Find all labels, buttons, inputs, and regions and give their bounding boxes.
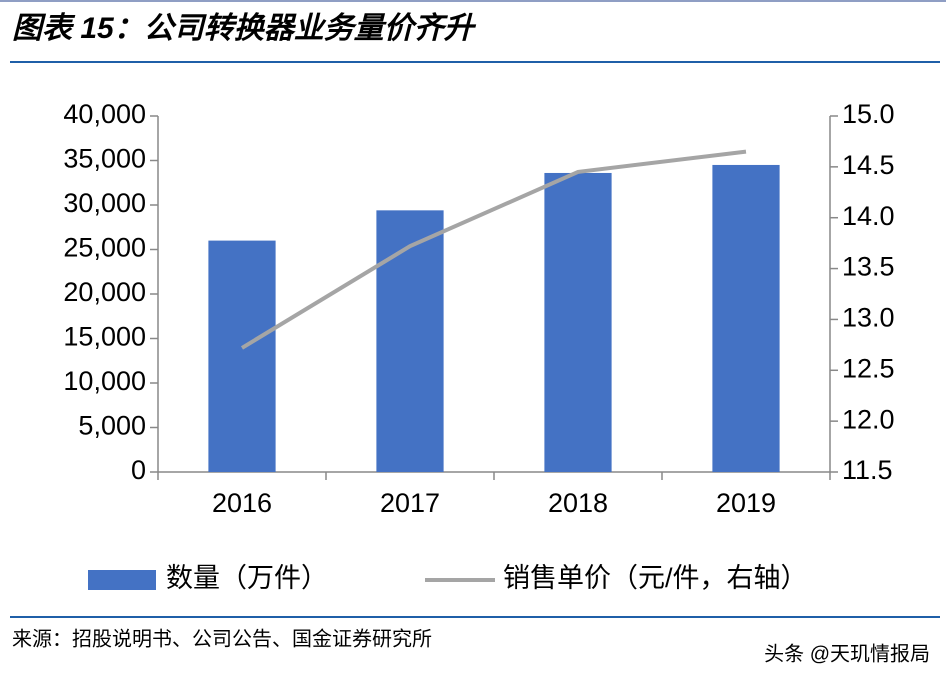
legend-swatch bbox=[88, 570, 156, 590]
y2-tick-label: 13.0 bbox=[842, 303, 895, 333]
y2-tick-label: 14.0 bbox=[842, 201, 895, 231]
y2-tick-label: 14.5 bbox=[842, 150, 895, 180]
y-tick-label: 10,000 bbox=[63, 366, 146, 396]
legend-label: 数量（万件） bbox=[166, 563, 328, 593]
y-tick-label: 20,000 bbox=[63, 277, 146, 307]
bar bbox=[544, 172, 612, 472]
y-tick-label: 5,000 bbox=[78, 411, 146, 441]
bar bbox=[208, 240, 276, 472]
x-tick-label: 2017 bbox=[380, 488, 440, 518]
chart-title: 图表 15：公司转换器业务量价齐升 bbox=[12, 12, 477, 45]
x-tick-label: 2019 bbox=[716, 488, 776, 518]
watermark: 头条 @天玑情报局 bbox=[764, 642, 930, 665]
x-tick-label: 2018 bbox=[548, 488, 608, 518]
y2-tick-label: 12.5 bbox=[842, 353, 895, 383]
y-tick-label: 40,000 bbox=[63, 99, 146, 129]
y-tick-label: 25,000 bbox=[63, 233, 146, 263]
source: 来源：招股说明书、公司公告、国金证券研究所 bbox=[12, 627, 432, 650]
y2-tick-label: 13.5 bbox=[842, 252, 895, 282]
bar bbox=[376, 210, 444, 472]
bar bbox=[712, 164, 780, 472]
y2-tick-label: 12.0 bbox=[842, 404, 895, 434]
y-tick-label: 30,000 bbox=[63, 188, 146, 218]
y-tick-label: 0 bbox=[131, 455, 146, 485]
y2-tick-label: 15.0 bbox=[842, 99, 895, 129]
y-tick-label: 35,000 bbox=[63, 144, 146, 174]
x-tick-label: 2016 bbox=[212, 488, 272, 518]
legend-label: 销售单价（元/件，右轴） bbox=[503, 563, 808, 593]
y2-tick-label: 11.5 bbox=[842, 455, 893, 485]
y-tick-label: 15,000 bbox=[63, 322, 146, 352]
line bbox=[240, 149, 747, 350]
